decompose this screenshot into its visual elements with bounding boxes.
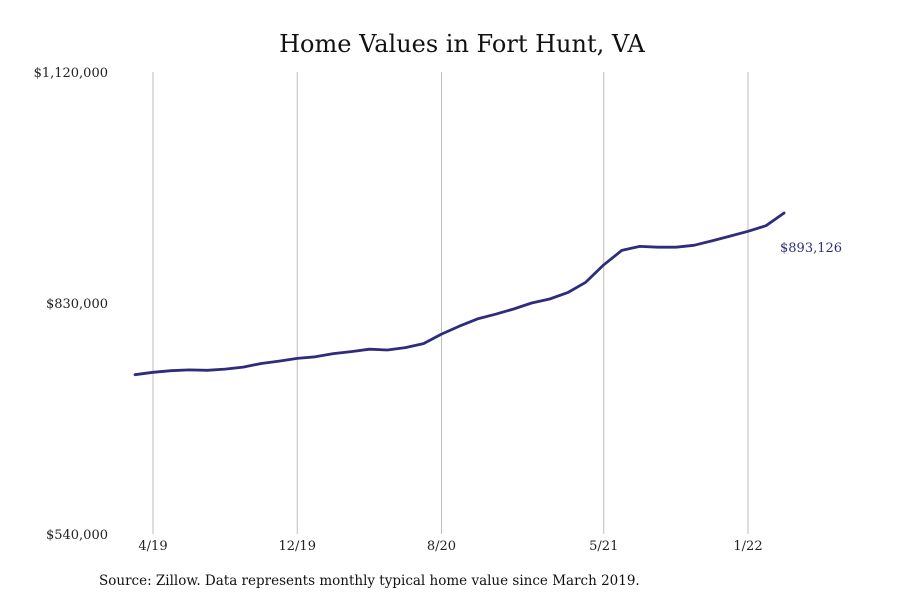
y-tick-label: $830,000	[46, 297, 108, 312]
y-tick-label: $1,120,000	[34, 66, 108, 81]
y-tick-label: $540,000	[46, 528, 108, 543]
last-value-label: $893,126	[780, 241, 842, 256]
y-axis-tick-labels: $540,000 $830,000 $1,120,000	[34, 66, 108, 543]
x-tick-label: 12/19	[279, 539, 316, 554]
x-axis-tick-labels: 4/19 12/19 8/20 5/21 1/22	[138, 539, 762, 554]
x-tick-label: 8/20	[427, 539, 456, 554]
chart-title: Home Values in Fort Hunt, VA	[279, 30, 645, 58]
x-tick-label: 4/19	[138, 539, 167, 554]
home-value-series-line	[133, 211, 786, 377]
x-tick-label: 5/21	[589, 539, 618, 554]
source-note: Source: Zillow. Data represents monthly …	[99, 573, 640, 589]
x-tick-label: 1/22	[733, 539, 762, 554]
gridlines	[152, 72, 749, 534]
